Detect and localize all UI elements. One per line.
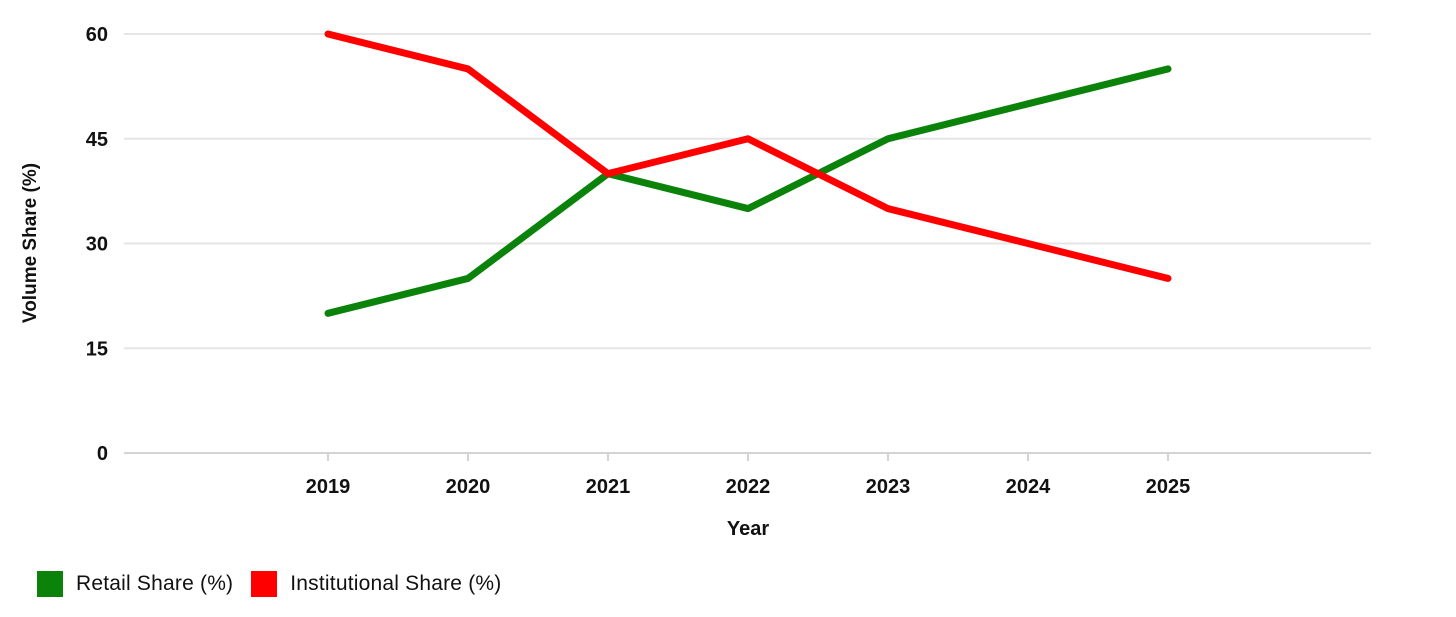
gridlines <box>124 33 1371 454</box>
y-axis-title: Volume Share (%) <box>20 163 41 323</box>
legend-item-retail-share[interactable]: Retail Share (%) <box>37 571 233 597</box>
y-tick-label-45: 45 <box>86 129 108 151</box>
legend: Retail Share (%) Institutional Share (%) <box>37 571 501 597</box>
x-tick-label-2022: 2022 <box>726 476 771 498</box>
legend-label-retail-share: Retail Share (%) <box>76 572 234 595</box>
x-tick-label-2024: 2024 <box>1006 476 1051 498</box>
x-axis-tick-labels: 2019 2020 2021 2022 2023 2024 2025 <box>306 476 1191 498</box>
x-tick-label-2023: 2023 <box>866 476 911 498</box>
institutional-share-swatch <box>251 571 278 597</box>
series-lines <box>324 30 1172 317</box>
x-tick-label-2021: 2021 <box>586 476 631 498</box>
plot-area: 0 15 30 45 60 2019 2020 2021 2022 2023 2024 2025 V… <box>20 24 1371 540</box>
y-tick-label-30: 30 <box>86 234 108 256</box>
legend-label-institutional-share: Institutional Share (%) <box>290 572 502 595</box>
series-line-0 <box>324 65 1172 317</box>
axis-tick-marks <box>327 453 1169 461</box>
y-tick-label-15: 15 <box>86 338 108 360</box>
x-tick-label-2019: 2019 <box>306 476 351 498</box>
y-tick-label-60: 60 <box>86 24 108 46</box>
y-axis-tick-labels: 0 15 30 45 60 <box>86 24 108 465</box>
x-tick-label-2025: 2025 <box>1146 476 1191 498</box>
y-tick-label-0: 0 <box>97 443 108 465</box>
x-tick-label-2020: 2020 <box>446 476 491 498</box>
retail-share-swatch <box>37 571 63 597</box>
x-axis-title: Year <box>727 518 769 540</box>
series-line-1 <box>324 30 1172 282</box>
legend-item-institutional-share[interactable]: Institutional Share (%) <box>251 571 501 597</box>
